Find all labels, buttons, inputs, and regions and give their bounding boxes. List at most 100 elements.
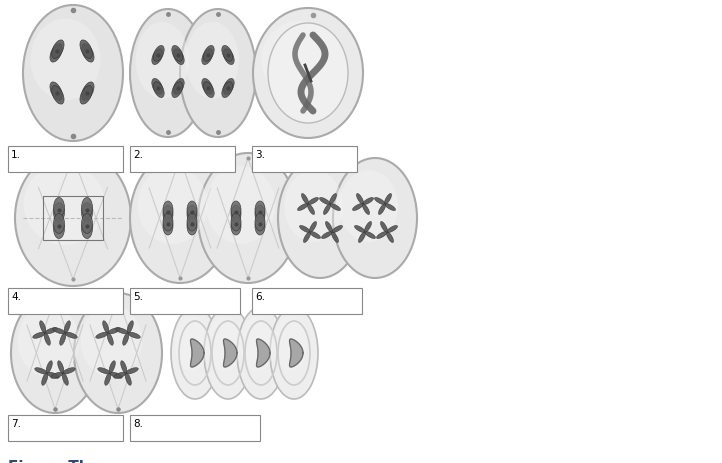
Ellipse shape [44, 333, 51, 345]
Ellipse shape [52, 41, 64, 59]
Text: 7.: 7. [11, 418, 21, 428]
Ellipse shape [365, 222, 372, 232]
Ellipse shape [11, 294, 99, 413]
Ellipse shape [103, 321, 109, 333]
Text: 6.: 6. [255, 291, 265, 301]
Ellipse shape [237, 307, 285, 399]
Ellipse shape [326, 222, 333, 232]
Ellipse shape [208, 317, 241, 372]
Ellipse shape [163, 201, 173, 219]
Ellipse shape [163, 218, 173, 236]
Ellipse shape [186, 23, 239, 100]
Ellipse shape [82, 44, 94, 63]
Ellipse shape [82, 214, 92, 234]
Ellipse shape [261, 22, 338, 100]
Ellipse shape [171, 307, 219, 399]
Ellipse shape [121, 361, 127, 373]
Ellipse shape [153, 82, 164, 98]
Ellipse shape [323, 205, 331, 215]
Bar [252, 147, 357, 173]
Ellipse shape [385, 194, 391, 205]
Ellipse shape [163, 206, 173, 224]
Ellipse shape [130, 154, 230, 283]
Ellipse shape [310, 222, 316, 232]
Ellipse shape [357, 194, 363, 205]
Ellipse shape [202, 79, 213, 95]
Ellipse shape [231, 201, 241, 219]
Ellipse shape [333, 159, 417, 278]
Ellipse shape [82, 219, 92, 239]
Ellipse shape [50, 44, 62, 63]
Ellipse shape [359, 232, 365, 243]
Polygon shape [224, 339, 237, 367]
Ellipse shape [320, 198, 330, 205]
Ellipse shape [376, 232, 387, 239]
Text: 2.: 2. [133, 150, 143, 160]
Ellipse shape [339, 171, 398, 243]
Ellipse shape [202, 50, 213, 65]
Ellipse shape [125, 373, 131, 385]
Ellipse shape [51, 372, 63, 378]
Polygon shape [256, 339, 270, 367]
Polygon shape [290, 339, 303, 367]
Text: Figure Three: Figure Three [8, 459, 118, 463]
Ellipse shape [45, 328, 57, 334]
Ellipse shape [385, 204, 396, 211]
Ellipse shape [180, 10, 256, 138]
Ellipse shape [278, 159, 362, 278]
Ellipse shape [173, 79, 184, 95]
Ellipse shape [223, 79, 234, 95]
Ellipse shape [74, 294, 162, 413]
Ellipse shape [175, 317, 208, 372]
Ellipse shape [231, 218, 241, 236]
Bar [8, 288, 123, 314]
Ellipse shape [80, 86, 92, 105]
Ellipse shape [380, 222, 388, 232]
Bar [130, 288, 240, 314]
Ellipse shape [42, 373, 48, 385]
Ellipse shape [40, 321, 46, 333]
Ellipse shape [255, 218, 265, 236]
Ellipse shape [387, 226, 398, 233]
Ellipse shape [365, 232, 375, 239]
Ellipse shape [116, 328, 128, 334]
Ellipse shape [80, 41, 92, 59]
Ellipse shape [308, 198, 318, 205]
Ellipse shape [386, 232, 393, 243]
Ellipse shape [17, 305, 79, 377]
Ellipse shape [127, 321, 134, 333]
Ellipse shape [153, 46, 164, 62]
Ellipse shape [53, 214, 64, 234]
Polygon shape [191, 339, 204, 367]
Ellipse shape [297, 204, 308, 211]
Ellipse shape [173, 50, 184, 65]
Ellipse shape [52, 86, 64, 105]
Bar [252, 288, 362, 314]
Ellipse shape [114, 372, 126, 378]
Ellipse shape [15, 150, 131, 287]
Ellipse shape [64, 321, 70, 333]
Ellipse shape [172, 82, 183, 98]
Ellipse shape [332, 226, 342, 233]
Ellipse shape [329, 194, 336, 205]
Ellipse shape [378, 205, 386, 215]
Ellipse shape [24, 164, 105, 246]
Ellipse shape [363, 198, 373, 205]
Ellipse shape [308, 205, 315, 215]
Ellipse shape [302, 194, 308, 205]
Ellipse shape [255, 201, 265, 219]
Ellipse shape [96, 332, 108, 338]
Ellipse shape [82, 83, 94, 101]
Ellipse shape [206, 167, 276, 244]
Ellipse shape [53, 203, 64, 223]
Ellipse shape [82, 198, 92, 218]
Ellipse shape [123, 333, 129, 345]
Ellipse shape [46, 361, 52, 373]
Ellipse shape [222, 82, 232, 98]
Ellipse shape [274, 317, 307, 372]
Ellipse shape [253, 9, 363, 139]
Ellipse shape [81, 305, 142, 377]
Ellipse shape [310, 232, 321, 239]
Ellipse shape [172, 46, 183, 62]
Ellipse shape [53, 198, 64, 218]
